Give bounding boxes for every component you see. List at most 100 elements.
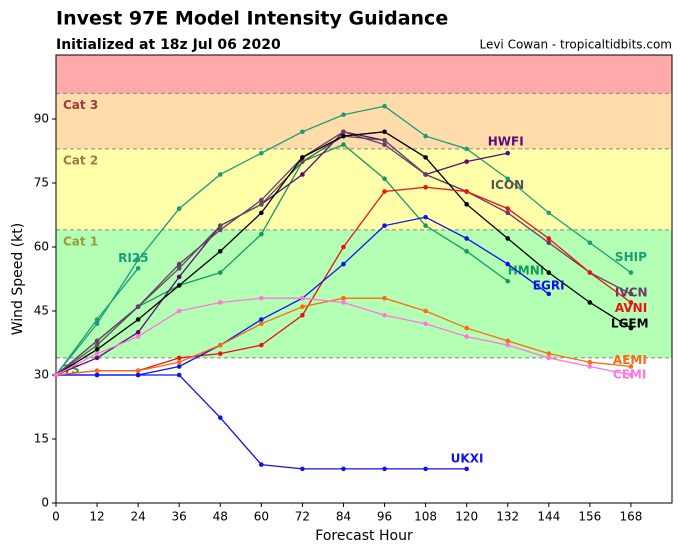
- data-point: [259, 150, 264, 156]
- data-point: [546, 210, 552, 216]
- data-point: [300, 155, 305, 160]
- data-point: [587, 300, 593, 305]
- data-point: [546, 236, 552, 241]
- data-point: [546, 240, 552, 246]
- data-point: [300, 129, 305, 135]
- x-tick-label: 84: [336, 510, 351, 524]
- data-point: [341, 466, 346, 472]
- data-point: [341, 295, 346, 301]
- data-point: [505, 261, 511, 267]
- series-label: AEMI: [613, 353, 647, 367]
- data-point: [423, 172, 428, 177]
- y-tick-label: 45: [34, 304, 49, 318]
- data-point: [259, 321, 264, 327]
- data-point: [341, 261, 346, 267]
- data-point: [135, 330, 141, 335]
- series-label: EGRI: [533, 278, 565, 292]
- data-point: [94, 351, 100, 356]
- data-point: [94, 321, 100, 327]
- x-tick-label: 24: [130, 510, 145, 524]
- data-point: [176, 359, 182, 365]
- intensity-band: [56, 55, 672, 94]
- data-point: [587, 270, 593, 275]
- x-tick-label: 156: [578, 510, 601, 524]
- data-point: [505, 278, 511, 284]
- data-point: [176, 274, 182, 280]
- data-point: [341, 244, 346, 250]
- data-point: [341, 112, 346, 118]
- data-point: [259, 342, 264, 348]
- data-point: [464, 334, 469, 339]
- data-point: [135, 304, 141, 310]
- data-point: [135, 257, 141, 263]
- data-point: [382, 129, 387, 135]
- data-point: [505, 210, 511, 216]
- data-point: [135, 266, 141, 271]
- data-point: [217, 223, 223, 228]
- data-point: [628, 270, 634, 275]
- data-point: [176, 283, 182, 288]
- y-tick-label: 75: [34, 176, 49, 190]
- series-label: AVNI: [615, 301, 647, 315]
- data-point: [94, 372, 100, 378]
- data-point: [546, 270, 552, 275]
- data-point: [341, 133, 346, 139]
- x-axis-label: Forecast Hour: [315, 528, 413, 544]
- data-point: [341, 300, 346, 305]
- data-point: [628, 291, 634, 297]
- data-point: [94, 338, 100, 344]
- data-point: [382, 295, 387, 301]
- data-point: [94, 347, 100, 352]
- data-point: [587, 359, 593, 365]
- data-point: [259, 295, 264, 301]
- data-point: [217, 342, 223, 348]
- data-point: [464, 325, 469, 331]
- data-point: [628, 372, 634, 378]
- band-label: Cat 3: [63, 98, 98, 112]
- chart-subtitle: Initialized at 18z Jul 06 2020: [56, 37, 281, 53]
- data-point: [423, 214, 428, 220]
- data-point: [176, 372, 182, 378]
- data-point: [176, 355, 182, 361]
- data-point: [628, 325, 634, 331]
- data-point: [464, 236, 469, 241]
- data-point: [464, 466, 469, 472]
- data-point: [217, 351, 223, 356]
- data-point: [382, 176, 387, 182]
- data-point: [259, 317, 264, 322]
- series-line: [55, 131, 508, 376]
- intensity-band: [56, 229, 672, 358]
- data-point: [300, 159, 305, 164]
- data-point: [176, 308, 182, 314]
- data-point: [176, 261, 182, 267]
- data-point: [300, 312, 305, 318]
- data-point: [546, 351, 552, 356]
- data-point: [423, 321, 428, 327]
- data-point: [464, 159, 469, 164]
- y-tick-label: 0: [41, 496, 49, 510]
- data-point: [505, 150, 511, 156]
- data-point: [259, 210, 264, 216]
- data-point: [464, 146, 469, 152]
- data-point: [176, 206, 182, 211]
- data-point: [423, 184, 428, 190]
- series-label: UKXI: [451, 451, 484, 465]
- plot-frame: [55, 54, 673, 504]
- data-point: [464, 202, 469, 207]
- series-label: SHIP: [615, 250, 647, 264]
- data-point: [176, 364, 182, 369]
- intensity-band: [56, 93, 672, 149]
- data-point: [135, 334, 141, 339]
- data-point: [423, 155, 428, 160]
- data-point: [259, 197, 264, 203]
- data-point: [423, 466, 428, 472]
- data-point: [259, 231, 264, 237]
- x-tick-label: 72: [295, 510, 310, 524]
- data-point: [217, 248, 223, 254]
- x-tick-label: 60: [254, 510, 269, 524]
- x-tick-label: 12: [89, 510, 104, 524]
- data-point: [546, 355, 552, 361]
- data-point: [94, 317, 100, 322]
- data-point: [505, 176, 511, 182]
- x-tick-label: 144: [537, 510, 560, 524]
